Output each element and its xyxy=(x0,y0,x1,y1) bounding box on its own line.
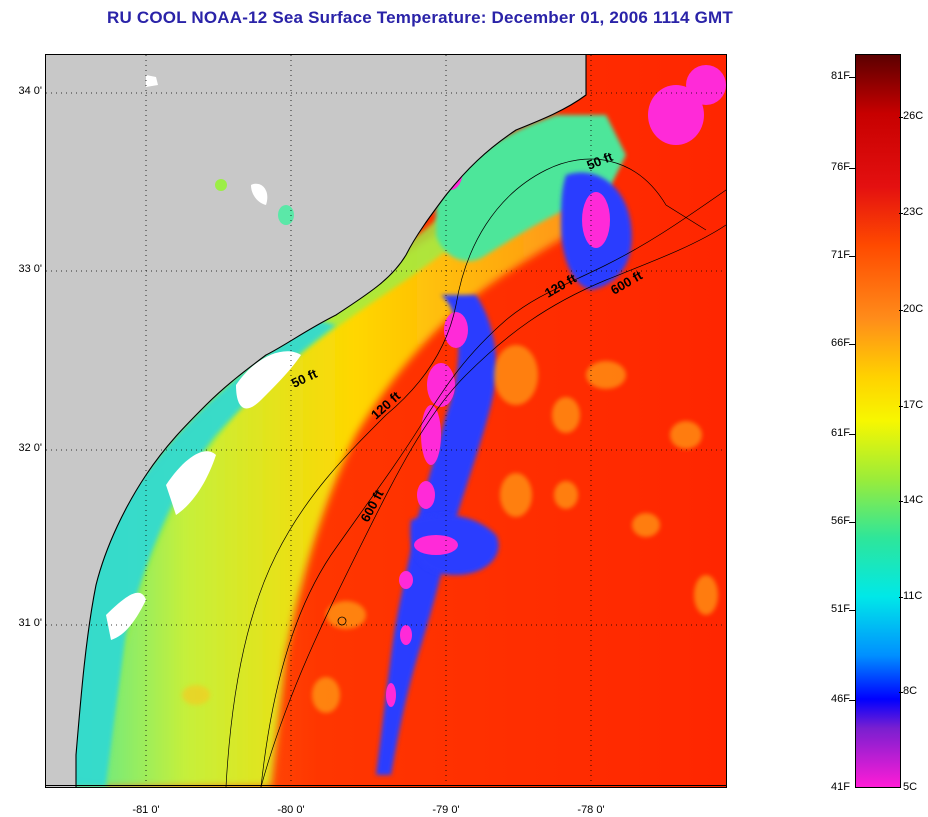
graticule xyxy=(46,55,726,787)
warm-mottling xyxy=(182,345,718,713)
colorbar-tick-c xyxy=(899,117,903,118)
cool-spot-2 xyxy=(215,179,227,191)
colorbar-c-26: 26C xyxy=(903,110,924,122)
lon-label-79: -79 0' xyxy=(432,804,460,816)
sst-map-canvas: 50 ft 120 ft 600 ft 50 ft 120 ft 600 ft xyxy=(46,55,726,787)
colorbar xyxy=(855,54,901,788)
lon-label-80: -80 0' xyxy=(277,804,305,816)
colorbar-c-23: 23C xyxy=(903,206,924,218)
colorbar-f-61: 61F xyxy=(831,427,850,439)
colorbar-f-66: 66F xyxy=(831,337,850,349)
colorbar-tick xyxy=(849,700,855,701)
lat-label-31: 31 0' xyxy=(18,617,42,629)
colorbar-f-41: 41F xyxy=(831,781,850,793)
colorbar-f-56: 56F xyxy=(831,515,850,527)
colorbar-tick xyxy=(849,168,855,169)
x-axis-line xyxy=(45,785,727,786)
land-mass xyxy=(46,55,586,787)
colorbar-tick xyxy=(849,434,855,435)
colorbar-tick-c xyxy=(899,597,903,598)
nearshore-cool-water xyxy=(66,320,336,787)
colorbar-c-17: 17C xyxy=(903,399,924,411)
colorbar-tick xyxy=(849,522,855,523)
shelf-water xyxy=(46,145,606,787)
lon-label-78: -78 0' xyxy=(577,804,605,816)
contour-120ft xyxy=(260,189,726,787)
colorbar-tick-c xyxy=(899,406,903,407)
colorbar-c-14: 14C xyxy=(903,494,924,506)
lat-label-33: 33 0' xyxy=(18,263,42,275)
colorbar-f-76: 76F xyxy=(831,161,850,173)
lon-label-81: -81 0' xyxy=(132,804,160,816)
colorbar-c-8: 8C xyxy=(903,685,918,697)
contour-600ft xyxy=(260,224,726,787)
colorbar-tick xyxy=(849,77,855,78)
sst-map: 50 ft 120 ft 600 ft 50 ft 120 ft 600 ft xyxy=(45,54,727,788)
colorbar-tick-c xyxy=(899,501,903,502)
colorbar-f-51: 51F xyxy=(831,603,850,615)
lat-label-34: 34 0' xyxy=(18,85,42,97)
colorbar-c-20: 20C xyxy=(903,303,924,315)
map-title: RU COOL NOAA-12 Sea Surface Temperature:… xyxy=(107,8,733,27)
lat-label-32: 32 0' xyxy=(18,442,42,454)
colorbar-tick-c xyxy=(899,692,903,693)
colorbar-f-71: 71F xyxy=(831,249,850,261)
colorbar-tick-c xyxy=(899,310,903,311)
colorbar-c-5: 5C xyxy=(903,781,918,793)
contour-50ft xyxy=(225,158,707,787)
cool-spot xyxy=(278,205,294,225)
colorbar-tick xyxy=(849,344,855,345)
coastline xyxy=(75,55,587,787)
colorbar-tick xyxy=(849,610,855,611)
colorbar-c-11: 11C xyxy=(903,590,923,602)
colorbar-f-46: 46F xyxy=(831,693,850,705)
colorbar-f-81: 81F xyxy=(831,70,850,82)
cloud-patches xyxy=(106,75,301,640)
colorbar-tick-c xyxy=(899,213,903,214)
colorbar-tick xyxy=(849,256,855,257)
